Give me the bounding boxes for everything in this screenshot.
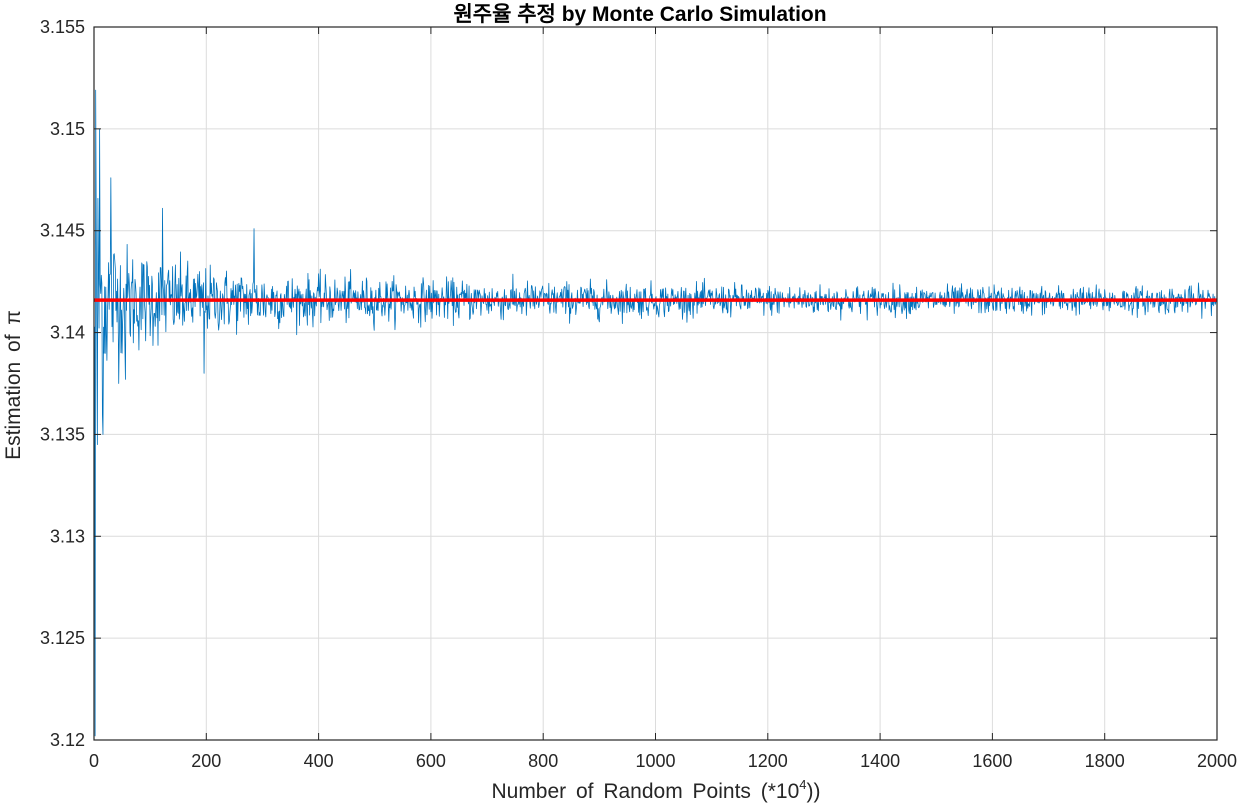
y-tick-label: 3.14 xyxy=(50,323,85,343)
x-tick-label: 1000 xyxy=(635,751,675,771)
x-axis-label-prefix: Number of Random Points (*10 xyxy=(491,780,799,803)
series-estimate-line xyxy=(94,89,1218,737)
x-axis-label-exponent: 4 xyxy=(799,777,806,792)
x-tick-label: 1600 xyxy=(972,751,1012,771)
y-tick-label: 3.13 xyxy=(50,526,85,546)
x-tick-label: 200 xyxy=(191,751,221,771)
y-tick-label: 3.15 xyxy=(50,119,85,139)
y-axis-ticks: 3.12 3.125 3.13 3.135 3.14 3.145 3.15 3.155 xyxy=(40,17,1217,750)
y-tick-label: 3.125 xyxy=(40,628,85,648)
x-tick-label: 1400 xyxy=(860,751,900,771)
x-tick-label: 1200 xyxy=(748,751,788,771)
x-axis-label: Number of Random Points (*104)) xyxy=(491,777,820,803)
plot-area xyxy=(94,89,1218,737)
x-tick-label: 400 xyxy=(304,751,334,771)
x-axis-label-suffix: )) xyxy=(807,780,821,803)
y-tick-label: 3.145 xyxy=(40,221,85,241)
grid-lines xyxy=(94,27,1217,740)
y-tick-label: 3.135 xyxy=(40,424,85,444)
x-tick-label: 1800 xyxy=(1085,751,1125,771)
y-axis-label: Estimation of π xyxy=(2,310,25,460)
y-tick-label: 3.12 xyxy=(50,730,85,750)
chart-title: 원주율 추정 by Monte Carlo Simulation xyxy=(453,3,826,26)
x-axis-ticks: 0 200 400 600 800 1000 1200 1400 1600 1800 2000 xyxy=(89,27,1237,771)
x-tick-label: 2000 xyxy=(1197,751,1237,771)
y-tick-label: 3.155 xyxy=(40,17,85,37)
x-tick-label: 600 xyxy=(416,751,446,771)
x-tick-label: 0 xyxy=(89,751,99,771)
x-tick-label: 800 xyxy=(528,751,558,771)
